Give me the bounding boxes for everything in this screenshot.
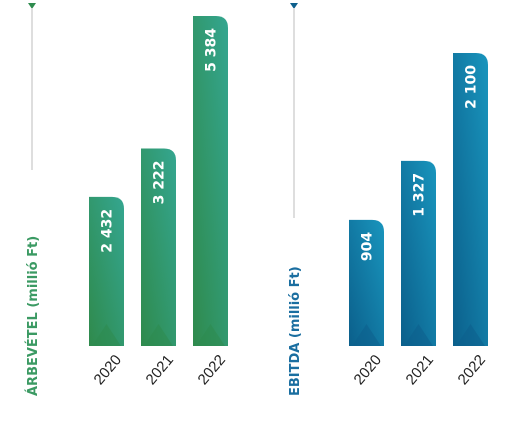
ebitda-bar-base-shape-2020	[352, 324, 381, 346]
ebitda-x-tick-2021: 2021	[403, 352, 437, 388]
revenue-x-tick-2022: 2022	[195, 352, 229, 388]
revenue-marker-icon	[28, 3, 36, 9]
ebitda-x-tick-2020: 2020	[351, 352, 385, 388]
revenue-bar-2021	[141, 148, 176, 346]
revenue-chart: ÁRBEVÉTEL (millió Ft) 2 432 3 222 5 384 20…	[25, 3, 229, 396]
ebitda-y-axis-label: EBITDA (millió Ft)	[288, 266, 303, 396]
ebitda-value-label-2022: 2 100	[464, 65, 480, 109]
revenue-bar-base-shape-2021	[144, 324, 173, 346]
ebitda-x-tick-2022: 2022	[455, 352, 489, 388]
ebitda-bar-2022	[453, 53, 488, 346]
ebitda-bar-base-shape-2021	[404, 324, 433, 346]
revenue-bars: 2 432 3 222 5 384	[89, 16, 228, 346]
ebitda-bars: 904 1 327 2 100	[349, 53, 488, 346]
revenue-bar-base-shape-2020	[92, 324, 121, 346]
ebitda-bar-2021	[401, 160, 436, 346]
revenue-bar-base-shape-2022	[196, 324, 225, 346]
ebitda-x-tick-labels: 2020 2021 2022	[351, 352, 489, 388]
revenue-x-tick-2021: 2021	[143, 352, 177, 388]
ebitda-bar-2020	[349, 219, 384, 346]
ebitda-value-label-2020: 904	[360, 232, 376, 261]
revenue-bar-2022	[193, 16, 228, 346]
revenue-bar-2020	[89, 196, 124, 346]
ebitda-bar-base-shape-2022	[456, 324, 485, 346]
revenue-x-tick-labels: 2020 2021 2022	[91, 352, 229, 388]
ebitda-value-label-2021: 1 327	[412, 173, 428, 217]
revenue-value-label-2020: 2 432	[100, 209, 116, 253]
ebitda-marker-icon	[290, 3, 298, 9]
revenue-value-label-2021: 3 222	[152, 161, 168, 205]
revenue-y-axis-label: ÁRBEVÉTEL (millió Ft)	[25, 236, 41, 396]
revenue-x-tick-2020: 2020	[91, 352, 125, 388]
revenue-value-label-2022: 5 384	[204, 28, 220, 72]
